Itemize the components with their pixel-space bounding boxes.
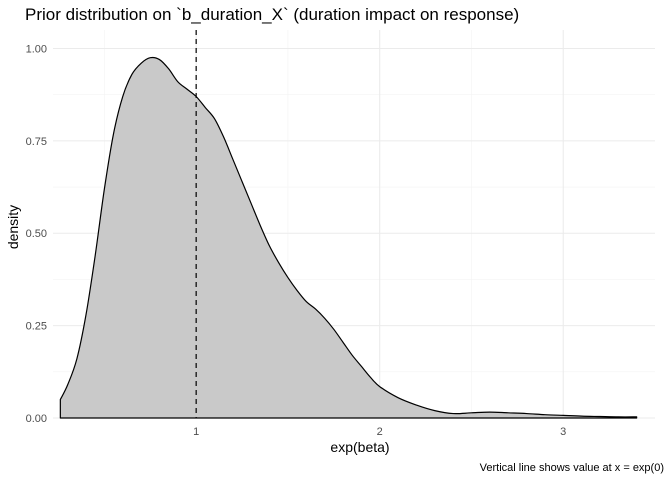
- x-axis-ticks: 1 2 3: [193, 426, 566, 438]
- x-tick-label: 2: [377, 426, 383, 438]
- x-axis-title: exp(beta): [330, 439, 389, 455]
- x-tick-label: 1: [193, 426, 199, 438]
- chart-title: Prior distribution on `b_duration_X` (du…: [25, 5, 519, 24]
- y-tick-label: 1.00: [26, 43, 47, 55]
- y-axis-title: density: [5, 205, 21, 249]
- y-axis-ticks: 0.00 0.25 0.50 0.75 1.00: [26, 43, 47, 425]
- y-tick-label: 0.75: [26, 136, 47, 148]
- y-tick-label: 0.50: [26, 228, 47, 240]
- chart-caption: Vertical line shows value at x = exp(0): [480, 462, 664, 474]
- y-tick-label: 0.00: [26, 413, 47, 425]
- y-tick-label: 0.25: [26, 321, 47, 333]
- density-area: [60, 57, 636, 418]
- x-tick-label: 3: [560, 426, 566, 438]
- density-area-layer: [60, 57, 636, 418]
